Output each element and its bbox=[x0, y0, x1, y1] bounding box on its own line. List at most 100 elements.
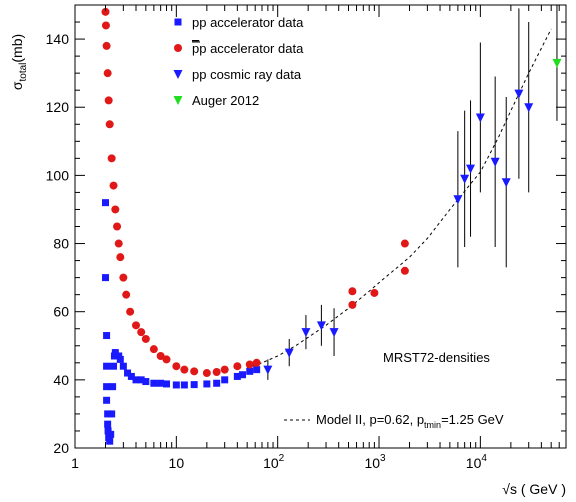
y-axis-symbol: σ bbox=[9, 81, 25, 90]
data-point bbox=[110, 362, 118, 370]
data-point bbox=[103, 396, 111, 404]
y-tick-label: 120 bbox=[46, 99, 70, 115]
data-point bbox=[126, 307, 135, 316]
data-point bbox=[233, 372, 241, 380]
model-legend-text-end: =1.25 GeV bbox=[441, 412, 504, 427]
data-point bbox=[111, 205, 120, 214]
data-point bbox=[190, 367, 199, 376]
y-tick-label: 60 bbox=[53, 304, 69, 320]
data-point bbox=[180, 365, 189, 374]
data-point bbox=[190, 381, 198, 389]
legend-label: pp cosmic ray data bbox=[192, 67, 302, 82]
data-point bbox=[466, 164, 476, 174]
data-point bbox=[514, 89, 524, 99]
data-point bbox=[103, 362, 111, 370]
data-point bbox=[103, 383, 111, 391]
data-point bbox=[103, 332, 111, 340]
legend-text: p accelerator data bbox=[199, 41, 304, 56]
y-tick-label: 140 bbox=[46, 31, 70, 47]
data-point bbox=[524, 103, 534, 113]
data-marks bbox=[101, 5, 562, 445]
legend-label: pp accelerator data bbox=[192, 41, 304, 56]
legend-label: pp accelerator data bbox=[192, 15, 304, 30]
data-point bbox=[114, 239, 123, 248]
y-tick-label: 20 bbox=[53, 440, 69, 456]
data-point bbox=[137, 376, 145, 384]
x-tick-label: 103 bbox=[364, 453, 386, 471]
data-point bbox=[400, 239, 409, 248]
data-point bbox=[102, 41, 111, 50]
data-point bbox=[400, 266, 409, 275]
data-point bbox=[104, 420, 112, 428]
data-point bbox=[370, 288, 379, 297]
data-point bbox=[348, 300, 357, 309]
model-legend-subscript: tmin bbox=[424, 420, 441, 430]
data-point bbox=[239, 371, 247, 379]
data-point bbox=[104, 96, 113, 105]
series-1 bbox=[101, 7, 409, 378]
data-point bbox=[142, 378, 150, 386]
y-tick-label: 100 bbox=[46, 167, 70, 183]
data-point bbox=[119, 273, 128, 282]
data-point bbox=[116, 355, 124, 363]
data-point bbox=[172, 381, 180, 389]
data-point bbox=[252, 358, 261, 367]
data-point bbox=[284, 348, 294, 358]
data-point bbox=[105, 120, 114, 129]
legend-marker bbox=[174, 44, 182, 52]
data-point bbox=[132, 376, 140, 384]
data-point bbox=[127, 372, 135, 380]
data-point bbox=[213, 379, 221, 387]
data-point bbox=[107, 154, 116, 163]
data-point bbox=[301, 328, 311, 338]
data-point bbox=[106, 437, 114, 445]
data-point bbox=[316, 321, 326, 331]
x-tick-label: 1 bbox=[71, 455, 79, 471]
y-tick-label: 40 bbox=[53, 372, 69, 388]
data-point bbox=[103, 69, 112, 78]
data-point bbox=[245, 360, 254, 369]
data-point bbox=[156, 351, 165, 360]
data-point bbox=[104, 410, 112, 418]
data-point bbox=[124, 369, 132, 377]
data-point bbox=[501, 178, 511, 188]
x-tick-exponent: 4 bbox=[481, 453, 487, 464]
x-tick-label: 10 bbox=[169, 455, 185, 471]
data-point bbox=[108, 410, 116, 418]
x-tick-label: 104 bbox=[466, 453, 488, 471]
data-point bbox=[220, 365, 229, 374]
legend-label: Auger 2012 bbox=[192, 93, 259, 108]
legend-overbar: p bbox=[192, 41, 199, 56]
data-point bbox=[212, 368, 221, 377]
data-point bbox=[233, 362, 242, 371]
data-point bbox=[253, 366, 261, 374]
data-point bbox=[101, 21, 110, 30]
data-point bbox=[113, 222, 122, 231]
data-point bbox=[453, 195, 463, 205]
data-point bbox=[122, 290, 131, 299]
data-point bbox=[329, 328, 339, 338]
data-point bbox=[552, 58, 562, 68]
data-point bbox=[101, 7, 110, 16]
data-point bbox=[119, 362, 127, 370]
axes: 20 40 60 80 100 120 140 1 10 102 103 104 √s ( GeV ) σ… bbox=[9, 4, 567, 497]
data-point bbox=[149, 345, 158, 354]
legend-marker bbox=[173, 70, 183, 79]
data-point bbox=[137, 328, 146, 337]
series-3 bbox=[552, 5, 562, 121]
data-point bbox=[102, 199, 110, 207]
data-point bbox=[132, 321, 141, 330]
series-0 bbox=[102, 199, 261, 445]
data-point bbox=[163, 380, 171, 388]
model-legend-label: Model II, p=0.62, ptmin=1.25 GeV bbox=[316, 412, 504, 430]
model-curve bbox=[247, 28, 552, 369]
data-point bbox=[157, 379, 165, 387]
data-point bbox=[348, 287, 357, 296]
data-point bbox=[109, 181, 118, 190]
data-point bbox=[490, 157, 500, 167]
data-point bbox=[109, 383, 117, 391]
x-tick-exponent: 3 bbox=[380, 453, 386, 464]
data-point bbox=[150, 379, 158, 387]
data-point bbox=[475, 113, 485, 123]
